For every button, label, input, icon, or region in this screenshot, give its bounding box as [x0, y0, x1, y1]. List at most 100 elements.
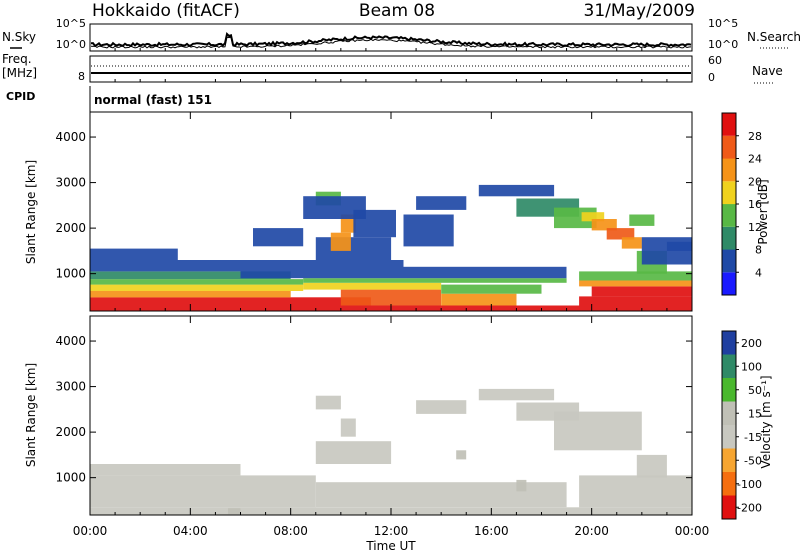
time-axis-label: Time UT — [365, 539, 416, 553]
time-tick-label: 08:00 — [273, 524, 308, 538]
time-tick-label: 12:00 — [374, 524, 409, 538]
time-tick-label: 04:00 — [173, 524, 208, 538]
power-colorbar-swatch — [722, 181, 736, 205]
power-region — [441, 284, 542, 294]
velocity-region — [554, 411, 642, 451]
velocity-colorbar-swatch — [722, 401, 736, 425]
velocity-region — [228, 508, 241, 515]
power-region — [353, 209, 396, 238]
power-region — [330, 232, 351, 251]
velocity-region — [456, 450, 467, 460]
power-region — [606, 228, 635, 240]
power-region — [403, 214, 454, 247]
velocity-colorbar-frame — [721, 330, 737, 520]
velocity-colorbar-swatch — [722, 331, 736, 355]
power-region — [416, 196, 467, 210]
power-colorbar-swatch — [722, 272, 736, 296]
velocity-region — [315, 441, 392, 464]
power-region — [90, 291, 291, 298]
noise-tick-high-left: 10^5 — [56, 17, 86, 30]
power-region — [90, 248, 178, 260]
power-region — [340, 289, 442, 306]
velocity-region — [636, 454, 667, 478]
noise-tick-low-right: 10^0 — [708, 38, 738, 51]
nsearch-label: N.Search — [747, 30, 800, 44]
power-region — [579, 271, 692, 281]
power-region — [340, 214, 356, 233]
velocity-colorbar-tick-label: 200 — [741, 337, 762, 350]
power-colorbar-label: Power [dB] — [756, 179, 770, 244]
velocity-colorbar-tick-label: -50 — [744, 454, 762, 467]
power-colorbar-tick-label: 12 — [748, 221, 762, 234]
power-y-tick-label: 1000 — [55, 267, 86, 281]
nave-label: Nave — [752, 64, 783, 78]
velocity-region — [315, 482, 567, 508]
velocity-y-tick-label: 4000 — [55, 334, 86, 348]
time-tick-label: 00:00 — [73, 524, 108, 538]
power-region — [90, 284, 304, 291]
noise-panel-frame — [89, 23, 693, 52]
station-title: Hokkaido (fitACF) — [92, 1, 240, 21]
noise-tick-low-left: 10^0 — [56, 38, 86, 51]
freq-label-line1: Freq. — [2, 52, 32, 66]
power-region — [240, 260, 404, 279]
power-colorbar-tick-label: 16 — [748, 198, 762, 211]
velocity-region — [516, 479, 527, 492]
velocity-region — [478, 388, 555, 401]
velocity-region — [90, 464, 241, 476]
velocity-y-tick-label: 2000 — [55, 425, 86, 439]
power-y-axis: 1000 2000 3000 4000 — [55, 130, 692, 281]
velocity-colorbar-swatch — [722, 425, 736, 449]
nsky-label: N.Sky — [2, 30, 36, 44]
power-colorbar-tick-label: 20 — [748, 175, 762, 188]
power-colorbar-tick-label: 8 — [755, 244, 762, 257]
power-region — [591, 286, 692, 297]
velocity-colorbar-swatch — [722, 354, 736, 378]
power-colorbar-swatch — [722, 113, 736, 136]
power-region — [90, 297, 371, 306]
power-y-label: Slant Range [km] — [24, 160, 38, 264]
power-regions — [90, 184, 692, 311]
nave-tick-low: 0 — [708, 71, 715, 84]
nsky-trace — [90, 31, 692, 48]
velocity-y-label: Slant Range [km] — [24, 363, 38, 467]
cpid-value: normal (fast) 151 — [94, 93, 212, 107]
power-region — [478, 184, 555, 197]
velocity-region — [315, 395, 341, 410]
velocity-colorbar-tick-label: 15 — [748, 407, 762, 420]
power-panel: 1000 2000 3000 4000 Slant Range [km] 4 8 12 16… — [24, 111, 770, 312]
velocity-panel: 1000 2000 3000 4000 Slant Range [km] -200 -1… — [24, 315, 773, 520]
noise-panel: N.Sky 10^5 10^0 10^5 10^0 N.Search — [2, 17, 800, 52]
power-region — [303, 196, 366, 219]
velocity-colorbar-tick-label: 100 — [741, 360, 762, 373]
time-axis: 00:00 04:00 08:00 12:00 16:00 20:00 00:00 — [73, 48, 709, 538]
power-region — [666, 241, 692, 251]
power-region — [581, 212, 605, 222]
power-colorbar-tick-label: 4 — [755, 266, 762, 279]
power-region — [90, 279, 304, 285]
nsearch-trace — [90, 36, 692, 49]
velocity-colorbar-swatch — [722, 378, 736, 402]
power-region — [303, 282, 442, 290]
velocity-colorbar: -200 -100 -50 -15 15 50 100 200 — [721, 330, 762, 520]
power-colorbar-swatch — [722, 204, 736, 227]
power-colorbar-swatch — [722, 135, 736, 159]
noise-tick-high-right: 10^5 — [708, 17, 738, 30]
power-region — [591, 219, 617, 231]
power-region — [315, 237, 392, 260]
power-region — [579, 280, 692, 287]
freq-panel: Freq. [MHz] 8 60 0 Nave — [2, 52, 783, 84]
time-tick-label: 20:00 — [574, 524, 609, 538]
power-region — [621, 237, 642, 249]
velocity-colorbar-tick-label: -100 — [737, 478, 762, 491]
velocity-colorbar-tick-label: -200 — [737, 501, 762, 514]
velocity-region — [90, 475, 316, 508]
velocity-region — [416, 400, 467, 414]
velocity-colorbar-swatch — [722, 448, 736, 472]
freq-tick: 8 — [78, 70, 85, 83]
power-region — [90, 271, 291, 280]
velocity-y-axis: 1000 2000 3000 4000 — [55, 334, 692, 485]
velocity-colorbar-swatch — [722, 472, 736, 496]
freq-label-line2: [MHz] — [2, 66, 37, 80]
